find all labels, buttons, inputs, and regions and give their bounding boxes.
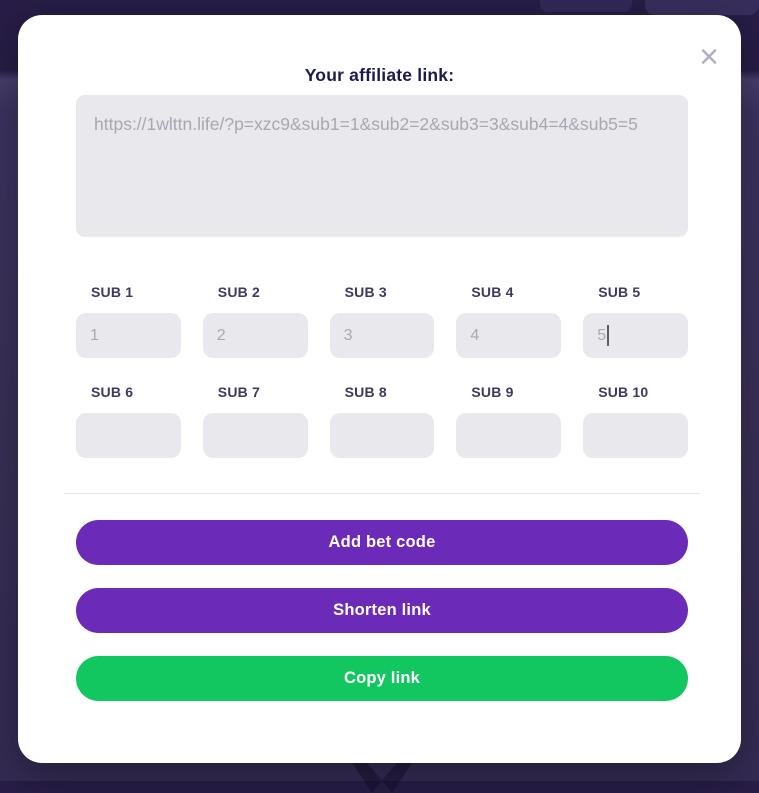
sub-label-9: SUB 9 <box>471 384 514 400</box>
sub-field-4: SUB 4 <box>456 284 562 358</box>
sub-label-4: SUB 4 <box>471 284 514 300</box>
copy-link-button[interactable]: Copy link <box>76 656 688 701</box>
close-icon[interactable]: × <box>689 37 729 77</box>
divider <box>64 493 700 494</box>
sub-label-3: SUB 3 <box>344 284 387 300</box>
sub-label-7: SUB 7 <box>217 384 261 400</box>
sub-field-3: SUB 3 <box>329 284 435 358</box>
sub-fields-grid: SUB 1 SUB 2 SUB 3 SUB 4 SUB 5 SUB 6 S <box>76 285 688 458</box>
sub-field-2: SUB 2 <box>202 284 308 358</box>
sub-input-3[interactable] <box>329 313 435 358</box>
sub-field-1: SUB 1 <box>76 285 181 358</box>
sub-input-8[interactable] <box>329 413 435 458</box>
sub-field-8: SUB 8 <box>329 384 435 458</box>
sub-field-10: SUB 10 <box>583 385 688 458</box>
affiliate-link-textarea[interactable]: https://1wlttn.life/?p=xzc9&sub1=1&sub2=… <box>76 95 688 237</box>
text-caret <box>607 325 609 346</box>
sub-field-9: SUB 9 <box>456 384 562 458</box>
sub-field-5: SUB 5 <box>583 285 688 358</box>
dimmed-header-element <box>540 0 632 12</box>
add-bet-code-button[interactable]: Add bet code <box>76 520 688 565</box>
sub-field-6: SUB 6 <box>76 385 181 458</box>
sub-label-8: SUB 8 <box>344 384 387 400</box>
sub-input-9[interactable] <box>456 413 562 458</box>
sub-input-7[interactable] <box>202 413 308 458</box>
background-logo-w-icon <box>352 763 412 793</box>
sub-label-1: SUB 1 <box>91 284 134 300</box>
sub-input-1[interactable] <box>76 313 181 358</box>
modal-title: Your affiliate link: <box>304 65 455 85</box>
sub-input-5[interactable] <box>583 313 688 358</box>
sub-label-2: SUB 2 <box>217 284 261 300</box>
sub-field-7: SUB 7 <box>202 384 308 458</box>
sub-input-10[interactable] <box>583 413 688 458</box>
dimmed-header-element <box>645 0 759 15</box>
sub-input-6[interactable] <box>76 413 181 458</box>
sub-label-5: SUB 5 <box>598 284 641 300</box>
sub-label-10: SUB 10 <box>598 384 649 400</box>
shorten-link-button[interactable]: Shorten link <box>76 588 688 633</box>
sub-input-2[interactable] <box>202 313 308 358</box>
sub-input-4[interactable] <box>456 313 562 358</box>
affiliate-link-modal: × Your affiliate link: https://1wlttn.li… <box>18 15 741 763</box>
sub-label-6: SUB 6 <box>91 384 134 400</box>
